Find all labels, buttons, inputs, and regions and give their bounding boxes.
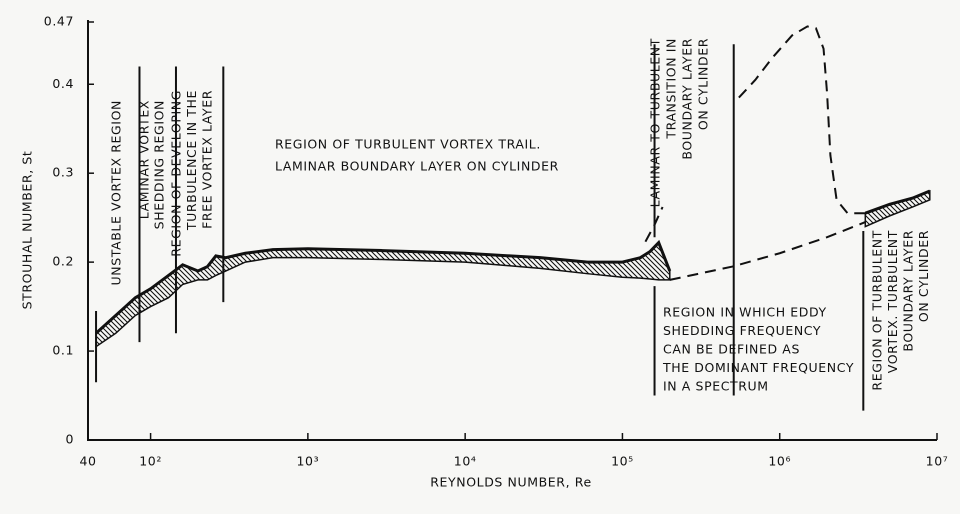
x-axis-label: REYNOLDS NUMBER, Re: [430, 475, 592, 490]
region-label: REGION IN WHICH EDDY: [663, 305, 827, 320]
x-tick-label: 10²: [139, 454, 162, 469]
x-tick-label: 10³: [297, 454, 320, 469]
region-label: ON CYLINDER: [916, 230, 931, 322]
region-label: TURBULENCE IN THE: [184, 90, 199, 231]
hatched-band: [95, 241, 671, 349]
region-label: TRANSITION IN: [664, 38, 679, 140]
region-label: BOUNDARY LAYER: [901, 230, 916, 352]
y-tick-label: 0: [65, 432, 74, 447]
region-label: LAMINAR BOUNDARY LAYER ON CYLINDER: [275, 159, 559, 174]
region-label: IN A SPECTRUM: [663, 379, 769, 394]
y-axis-label: STROUHAL NUMBER, St: [20, 151, 35, 310]
y-tick-label: 0.2: [52, 254, 74, 269]
band-upper-edge: [864, 189, 931, 215]
y-tick-label: 0.47: [44, 14, 74, 29]
band-upper-edge: [95, 239, 672, 335]
dashed-line: [644, 206, 664, 243]
x-tick-label: 10⁶: [768, 454, 791, 469]
region-label: BOUNDARY LAYER: [680, 38, 695, 160]
region-label: CAN BE DEFINED AS: [663, 342, 800, 357]
x-tick-label: 10⁷: [926, 454, 949, 469]
y-tick-label: 0.4: [52, 76, 74, 91]
y-tick-label: 0.1: [52, 343, 74, 358]
x-tick-label: 10⁴: [454, 454, 477, 469]
x-tick-label: 10⁵: [611, 454, 634, 469]
region-label: SHEDDING FREQUENCY: [663, 323, 821, 338]
region-label: SHEDDING REGION: [152, 100, 167, 229]
region-label: REGION OF TURBULENT VORTEX TRAIL.: [275, 137, 541, 152]
region-label: THE DOMINANT FREQUENCY: [662, 360, 854, 375]
dashed-line: [738, 25, 866, 215]
region-label: REGION OF DEVELOPING: [169, 90, 184, 257]
region-label: ON CYLINDER: [696, 38, 711, 130]
region-label: LAMINAR VORTEX: [137, 100, 152, 219]
region-label: UNSTABLE VORTEX REGION: [109, 100, 124, 285]
x-tick-label: 40: [79, 454, 96, 469]
region-label: FREE VORTEX LAYER: [200, 90, 215, 229]
region-label: LAMINAR TO TURBULENT: [648, 38, 663, 207]
y-tick-label: 0.3: [52, 165, 74, 180]
dashed-line: [669, 221, 866, 281]
region-label: REGION OF TURBULENT: [870, 230, 885, 391]
region-label: VORTEX. TURBULENT: [885, 230, 900, 373]
